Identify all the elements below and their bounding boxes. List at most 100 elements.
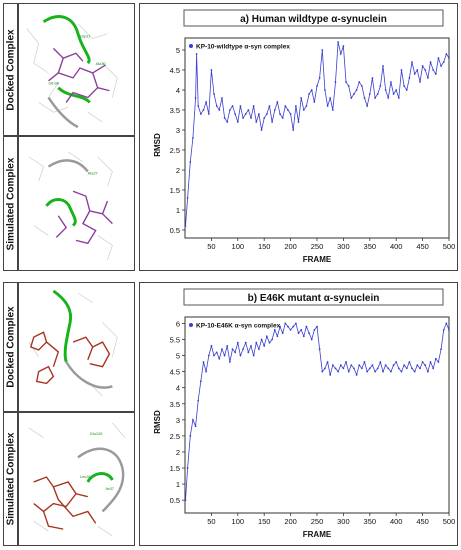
data-point	[308, 93, 310, 95]
data-point	[358, 364, 361, 367]
data-point	[421, 361, 424, 363]
data-point	[318, 77, 321, 79]
docked-label-bottom-text: Docked Complex	[5, 306, 16, 388]
data-point	[244, 113, 247, 115]
data-point	[244, 341, 247, 344]
data-point	[408, 77, 411, 79]
data-point	[287, 109, 289, 111]
x-tick-label: 50	[207, 517, 215, 526]
data-point	[419, 81, 421, 83]
data-point	[366, 370, 369, 373]
data-point	[205, 370, 208, 373]
data-point	[403, 85, 406, 87]
plot-frame	[184, 37, 450, 239]
data-point	[366, 105, 369, 107]
data-point	[294, 105, 297, 107]
data-point	[186, 467, 189, 469]
data-point	[355, 89, 358, 91]
data-point	[353, 367, 355, 370]
data-point	[281, 332, 284, 334]
series-line	[185, 41, 450, 227]
simulated-label-top: Simulated Complex	[3, 136, 18, 271]
data-point	[271, 121, 274, 123]
molecule-image-simulated-mutant: Glu126 Leu31 Ile37	[18, 412, 135, 546]
x-tick-label: 300	[337, 242, 350, 251]
data-point	[379, 361, 382, 363]
data-point	[424, 69, 427, 71]
data-point	[437, 57, 440, 59]
data-point	[302, 335, 305, 338]
data-point	[350, 364, 353, 367]
data-point	[397, 367, 400, 370]
x-tick-label: 250	[311, 517, 324, 526]
data-point	[218, 109, 221, 111]
data-point	[308, 332, 310, 334]
y-tick-label: 0.5	[170, 226, 180, 235]
data-point	[342, 45, 345, 47]
data-point	[371, 77, 374, 79]
y-tick-label: 1	[176, 480, 180, 489]
residue-label-2: Ala30	[96, 61, 107, 66]
data-point	[313, 101, 316, 103]
docked-label-top: Docked Complex	[3, 3, 18, 136]
data-point	[210, 345, 213, 347]
data-point	[440, 65, 442, 67]
data-point	[382, 65, 384, 67]
legend-marker	[189, 44, 193, 48]
data-point	[276, 335, 279, 338]
data-point	[202, 109, 205, 111]
data-point	[273, 328, 276, 331]
x-tick-label: 150	[258, 517, 271, 526]
data-point	[411, 367, 413, 370]
x-tick-label: 300	[337, 517, 350, 526]
chart-title: b) E46K mutant α-synuclein	[248, 293, 380, 304]
y-tick-label: 4	[176, 86, 180, 95]
data-point	[432, 69, 435, 71]
data-point	[263, 345, 266, 347]
simulated-label-bottom-text: Simulated Complex	[5, 432, 16, 526]
data-point	[331, 109, 334, 111]
data-point	[242, 348, 244, 351]
data-point	[207, 354, 210, 357]
data-point	[324, 89, 326, 91]
data-point	[300, 328, 303, 331]
data-point	[263, 117, 266, 119]
data-point	[405, 89, 408, 91]
data-point	[387, 97, 390, 99]
data-point	[292, 325, 295, 328]
data-point	[252, 105, 255, 107]
simulated-label-top-text: Simulated Complex	[5, 157, 16, 250]
data-point	[297, 121, 300, 123]
data-point	[313, 328, 316, 331]
data-point	[302, 109, 305, 111]
data-point	[379, 85, 382, 87]
y-tick-label: 3.5	[170, 400, 180, 409]
data-point	[231, 105, 234, 107]
data-point	[405, 367, 408, 370]
data-point	[242, 117, 244, 119]
data-point	[239, 105, 242, 107]
chart-panel-b: b) E46K mutant α-synuclein 0.5 1 1.5 2 2.5 3 3.…	[139, 282, 458, 546]
data-point	[376, 367, 379, 370]
data-point	[289, 328, 292, 331]
data-point	[326, 361, 329, 363]
data-point	[221, 348, 223, 351]
data-point	[416, 364, 419, 367]
y-axis-label: RMSD	[153, 410, 162, 434]
y-axis-label: RMSD	[153, 133, 162, 157]
data-point	[374, 370, 376, 373]
data-point	[363, 97, 366, 99]
data-point	[432, 367, 435, 370]
x-tick-label: 450	[416, 242, 429, 251]
data-point	[239, 354, 242, 357]
data-point	[223, 354, 226, 357]
data-point	[268, 105, 271, 107]
data-point	[310, 89, 313, 91]
data-point	[197, 105, 200, 107]
data-point	[376, 93, 379, 95]
x-tick-label: 450	[416, 517, 429, 526]
x-tick-label: 400	[390, 517, 403, 526]
x-tick-label: 100	[232, 517, 245, 526]
y-tick-label: 6	[176, 319, 180, 328]
data-point	[368, 367, 371, 370]
